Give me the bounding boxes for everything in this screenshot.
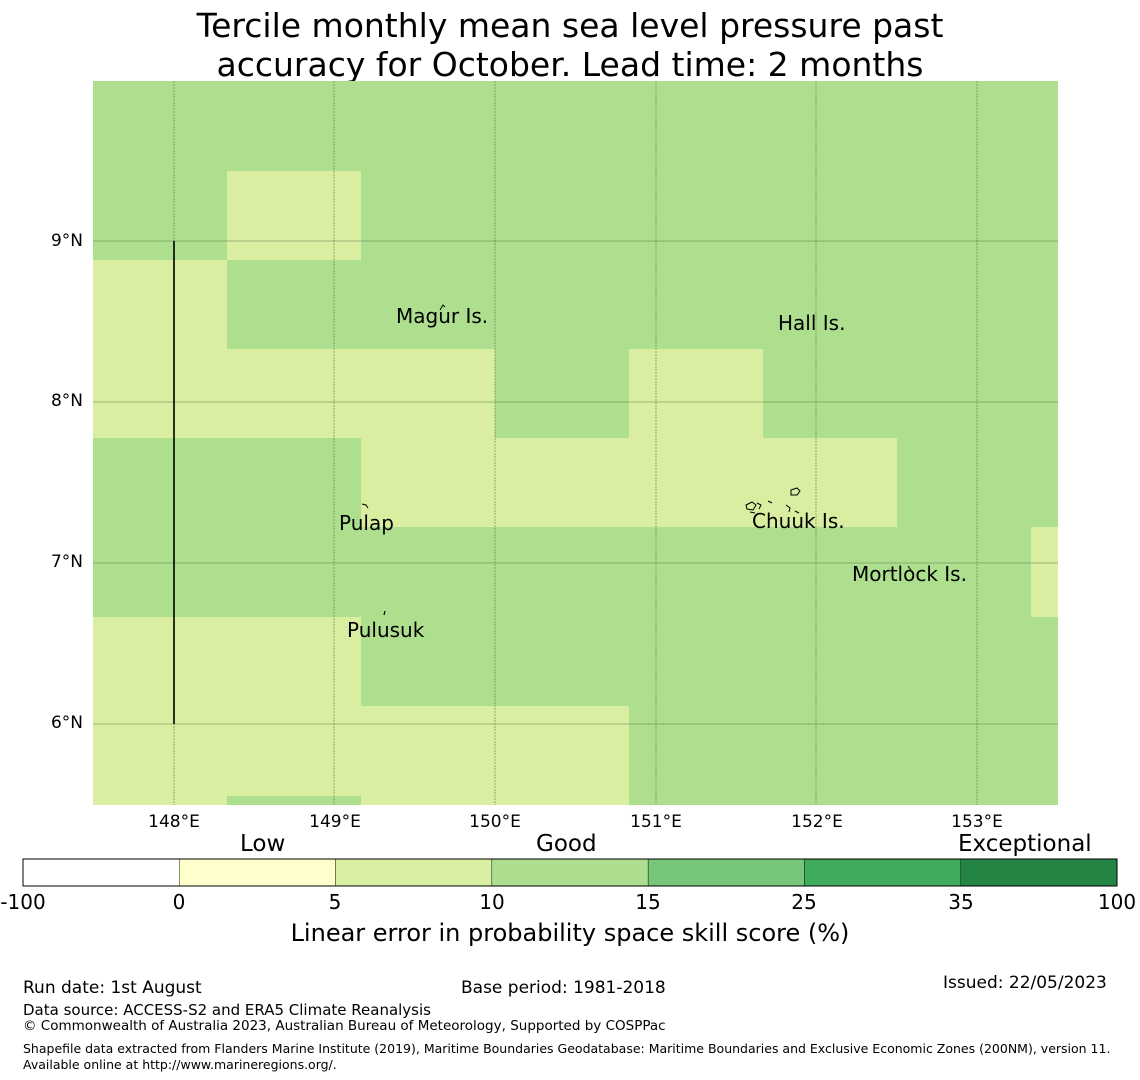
colorbar [22,858,1118,887]
lon-label-152e: 152°E [791,812,843,832]
skill-cell-low [93,260,227,349]
lat-label-7n: 7°N [50,552,83,572]
skill-grid [93,81,1058,805]
lon-label-151e: 151°E [630,812,682,832]
colorbar-tick: 15 [635,890,661,914]
skill-cell-low [361,796,629,805]
place-label-pulusuk: Pulusuk [347,618,425,642]
colorbar-tick: 35 [948,890,974,914]
map-title: Tercile monthly mean sea level pressure … [0,6,1140,84]
place-label-mortlock: Mortlock Is. [852,562,967,586]
copyright: © Commonwealth of Australia 2023, Austra… [23,1018,666,1034]
colorbar-segment [960,858,1118,887]
skill-cell-low [93,706,629,796]
lat-label-8n: 8°N [50,391,83,411]
colorbar-frame [22,858,1118,887]
skill-cell-low [93,349,495,438]
lat-label-9n: 9°N [50,231,83,251]
skill-cell-low [1031,527,1058,617]
lat-label-6n: 6°N [50,713,83,733]
category-good: Good [536,831,597,857]
colorbar-tick: 5 [328,890,342,914]
colorbar-segment [22,858,180,887]
colorbar-tick: 25 [791,890,817,914]
lon-label-148e: 148°E [148,812,200,832]
category-low: Low [240,831,286,857]
island-mortlock [907,565,912,571]
skill-cell-low [93,617,361,706]
shapefile-credit: Shapefile data extracted from Flanders M… [23,1041,1111,1072]
skill-cell-low [361,438,897,527]
colorbar-tick: 100 [1097,890,1137,914]
island-outlines [173,241,912,724]
colorbar-tick: -100 [0,890,46,914]
run-date: Run date: 1st August [23,978,202,998]
lon-label-149e: 149°E [309,812,361,832]
colorbar-segment [491,858,649,887]
skill-cell-low [227,171,361,260]
graticule [93,81,1058,805]
colorbar-segment [335,858,493,887]
issued-date: Issued: 22/05/2023 [943,973,1107,993]
island-pulap [361,503,369,509]
island-chuuk [745,487,801,514]
place-label-magur: Magur Is. [396,304,489,328]
data-source: Data source: ACCESS-S2 and ERA5 Climate … [23,1001,431,1019]
place-label-hall: Hall Is. [778,311,846,335]
base-period: Base period: 1981-2018 [461,978,666,998]
colorbar-segment [647,858,805,887]
colorbar-label: Linear error in probability space skill … [290,919,850,947]
map-title-line-1: Tercile monthly mean sea level pressure … [196,6,944,45]
lon-label-150e: 150°E [469,812,521,832]
colorbar-tick: 0 [172,890,186,914]
place-label-pulap: Pulap [339,511,394,535]
colorbar-segment [804,858,961,887]
colorbar-tick: 10 [479,890,505,914]
island-pulusuk [383,610,386,616]
skill-cell-low [629,349,763,438]
lon-label-153e: 153°E [951,812,1003,832]
map-title-line-2: accuracy for October. Lead time: 2 month… [216,45,924,84]
colorbar-segment [179,858,336,887]
island-magur [439,304,446,311]
category-exceptional: Exceptional [958,831,1092,857]
skill-cell-low [93,796,227,805]
place-label-chuuk: Chuuk Is. [752,509,845,533]
